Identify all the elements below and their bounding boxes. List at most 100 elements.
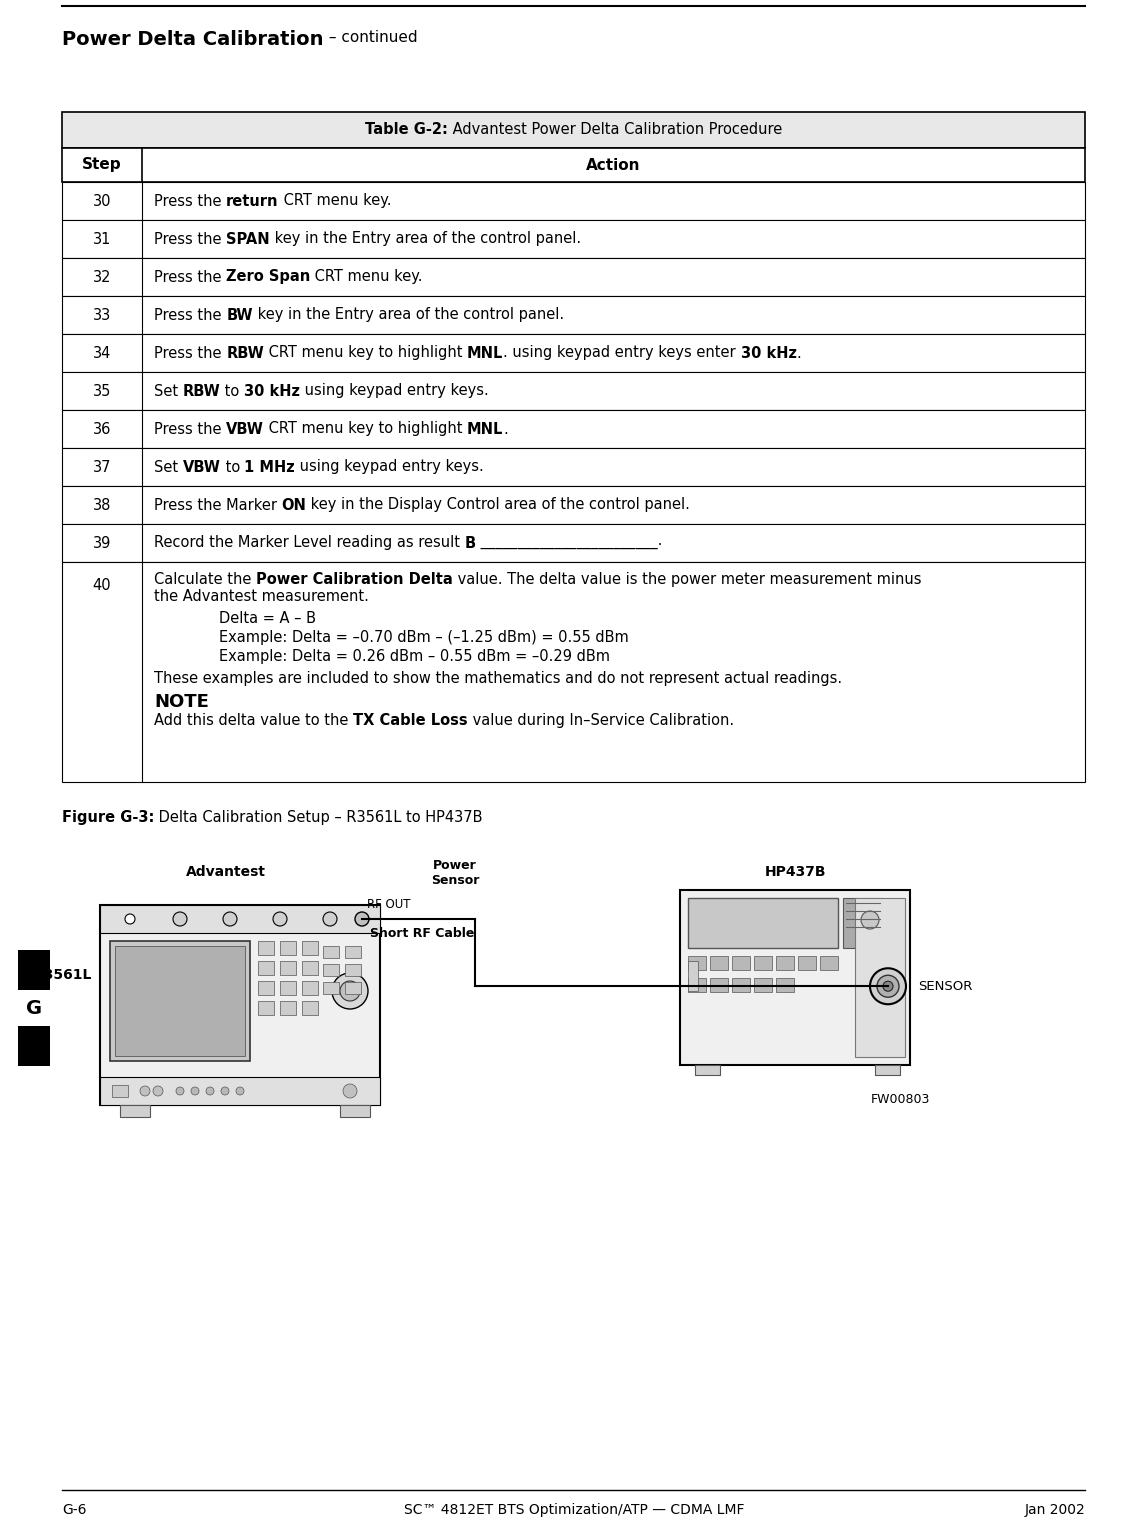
Text: VBW: VBW (226, 421, 264, 437)
Bar (340, 1105, 370, 1117)
Text: to: to (220, 383, 245, 398)
Text: value during In–Service Calibration.: value during In–Service Calibration. (467, 712, 734, 728)
Bar (776, 977, 794, 993)
Bar (62, 112, 1085, 149)
Text: 33: 33 (93, 308, 111, 323)
Text: Set: Set (154, 383, 183, 398)
Circle shape (222, 1088, 228, 1095)
Text: . using keypad entry keys enter: . using keypad entry keys enter (503, 346, 740, 360)
Bar (280, 1000, 296, 1016)
Circle shape (355, 912, 369, 925)
Text: .: . (504, 421, 509, 437)
Circle shape (861, 912, 879, 928)
Text: 38: 38 (93, 498, 111, 513)
Bar (688, 961, 698, 991)
Text: Press the: Press the (154, 270, 226, 285)
Text: RBW: RBW (183, 383, 220, 398)
Bar (875, 1065, 900, 1075)
Text: Advantest: Advantest (186, 866, 266, 879)
Text: ________________________.: ________________________. (475, 536, 662, 550)
Bar (732, 977, 750, 993)
Bar (100, 905, 380, 1105)
Bar (62, 149, 1085, 182)
Text: 32: 32 (93, 270, 111, 285)
Text: key in the Entry area of the control panel.: key in the Entry area of the control pan… (270, 231, 581, 247)
Bar (754, 977, 771, 993)
Text: .: . (797, 346, 801, 360)
Text: CRT menu key.: CRT menu key. (279, 193, 391, 208)
Text: VBW: VBW (183, 460, 220, 475)
Bar (100, 905, 380, 933)
Bar (62, 296, 1085, 334)
Text: Short RF Cable: Short RF Cable (370, 927, 474, 941)
Text: RF OUT: RF OUT (367, 898, 411, 912)
Bar (115, 945, 245, 1056)
Text: value. The delta value is the power meter measurement minus: value. The delta value is the power mete… (452, 571, 921, 587)
Text: 37: 37 (93, 460, 111, 475)
Bar (688, 898, 838, 948)
Text: Action: Action (587, 158, 641, 173)
Bar (62, 562, 1085, 781)
Text: SPAN: SPAN (226, 231, 270, 247)
Text: Press the: Press the (154, 346, 226, 360)
Bar (258, 961, 274, 974)
Bar (62, 334, 1085, 372)
Text: Press the: Press the (154, 231, 226, 247)
Bar (323, 964, 339, 976)
Circle shape (153, 1086, 163, 1095)
Circle shape (125, 915, 135, 924)
Bar (62, 221, 1085, 257)
Text: – continued: – continued (324, 31, 417, 44)
Bar (709, 956, 728, 970)
Text: FW00803: FW00803 (870, 1092, 930, 1106)
Bar (346, 964, 360, 976)
Bar (280, 980, 296, 994)
Text: Set: Set (154, 460, 183, 475)
Text: MNL: MNL (467, 421, 504, 437)
Text: G: G (26, 999, 42, 1017)
Text: Power Delta Calibration: Power Delta Calibration (62, 31, 324, 49)
Bar (258, 1000, 274, 1016)
Text: return: return (226, 193, 279, 208)
Bar (732, 956, 750, 970)
Bar (62, 182, 1085, 221)
Text: Step: Step (83, 158, 122, 173)
Bar (855, 898, 905, 1057)
Circle shape (877, 976, 899, 997)
Text: BW: BW (226, 308, 253, 323)
Bar (346, 945, 360, 958)
Bar (302, 961, 318, 974)
Circle shape (176, 1088, 184, 1095)
Text: R3561L: R3561L (33, 968, 92, 982)
Bar (258, 980, 274, 994)
Text: 36: 36 (93, 421, 111, 437)
Text: 35: 35 (93, 383, 111, 398)
Text: Example: Delta = 0.26 dBm – 0.55 dBm = –0.29 dBm: Example: Delta = 0.26 dBm – 0.55 dBm = –… (219, 650, 610, 663)
Circle shape (332, 973, 369, 1010)
Bar (688, 956, 706, 970)
Text: Zero Span: Zero Span (226, 270, 310, 285)
Bar (100, 1077, 380, 1105)
Bar (121, 1105, 150, 1117)
Bar (62, 486, 1085, 524)
Bar (688, 977, 706, 993)
Bar (754, 956, 771, 970)
Text: 31: 31 (93, 231, 111, 247)
Bar (18, 950, 51, 990)
Bar (62, 372, 1085, 411)
Text: Power
Sensor: Power Sensor (430, 859, 479, 887)
Text: key in the Entry area of the control panel.: key in the Entry area of the control pan… (253, 308, 564, 323)
Bar (709, 977, 728, 993)
Text: Table G-2:: Table G-2: (365, 123, 448, 138)
Bar (18, 1026, 51, 1066)
Text: Press the Marker: Press the Marker (154, 498, 281, 513)
Circle shape (205, 1088, 214, 1095)
Text: to: to (220, 460, 245, 475)
Text: SC™ 4812ET BTS Optimization/ATP — CDMA LMF: SC™ 4812ET BTS Optimization/ATP — CDMA L… (404, 1503, 744, 1517)
Text: Press the: Press the (154, 193, 226, 208)
Text: Advantest Power Delta Calibration Procedure: Advantest Power Delta Calibration Proced… (448, 123, 782, 138)
Bar (820, 956, 838, 970)
Text: the Advantest measurement.: the Advantest measurement. (154, 588, 369, 604)
Bar (695, 1065, 720, 1075)
Bar (280, 941, 296, 954)
